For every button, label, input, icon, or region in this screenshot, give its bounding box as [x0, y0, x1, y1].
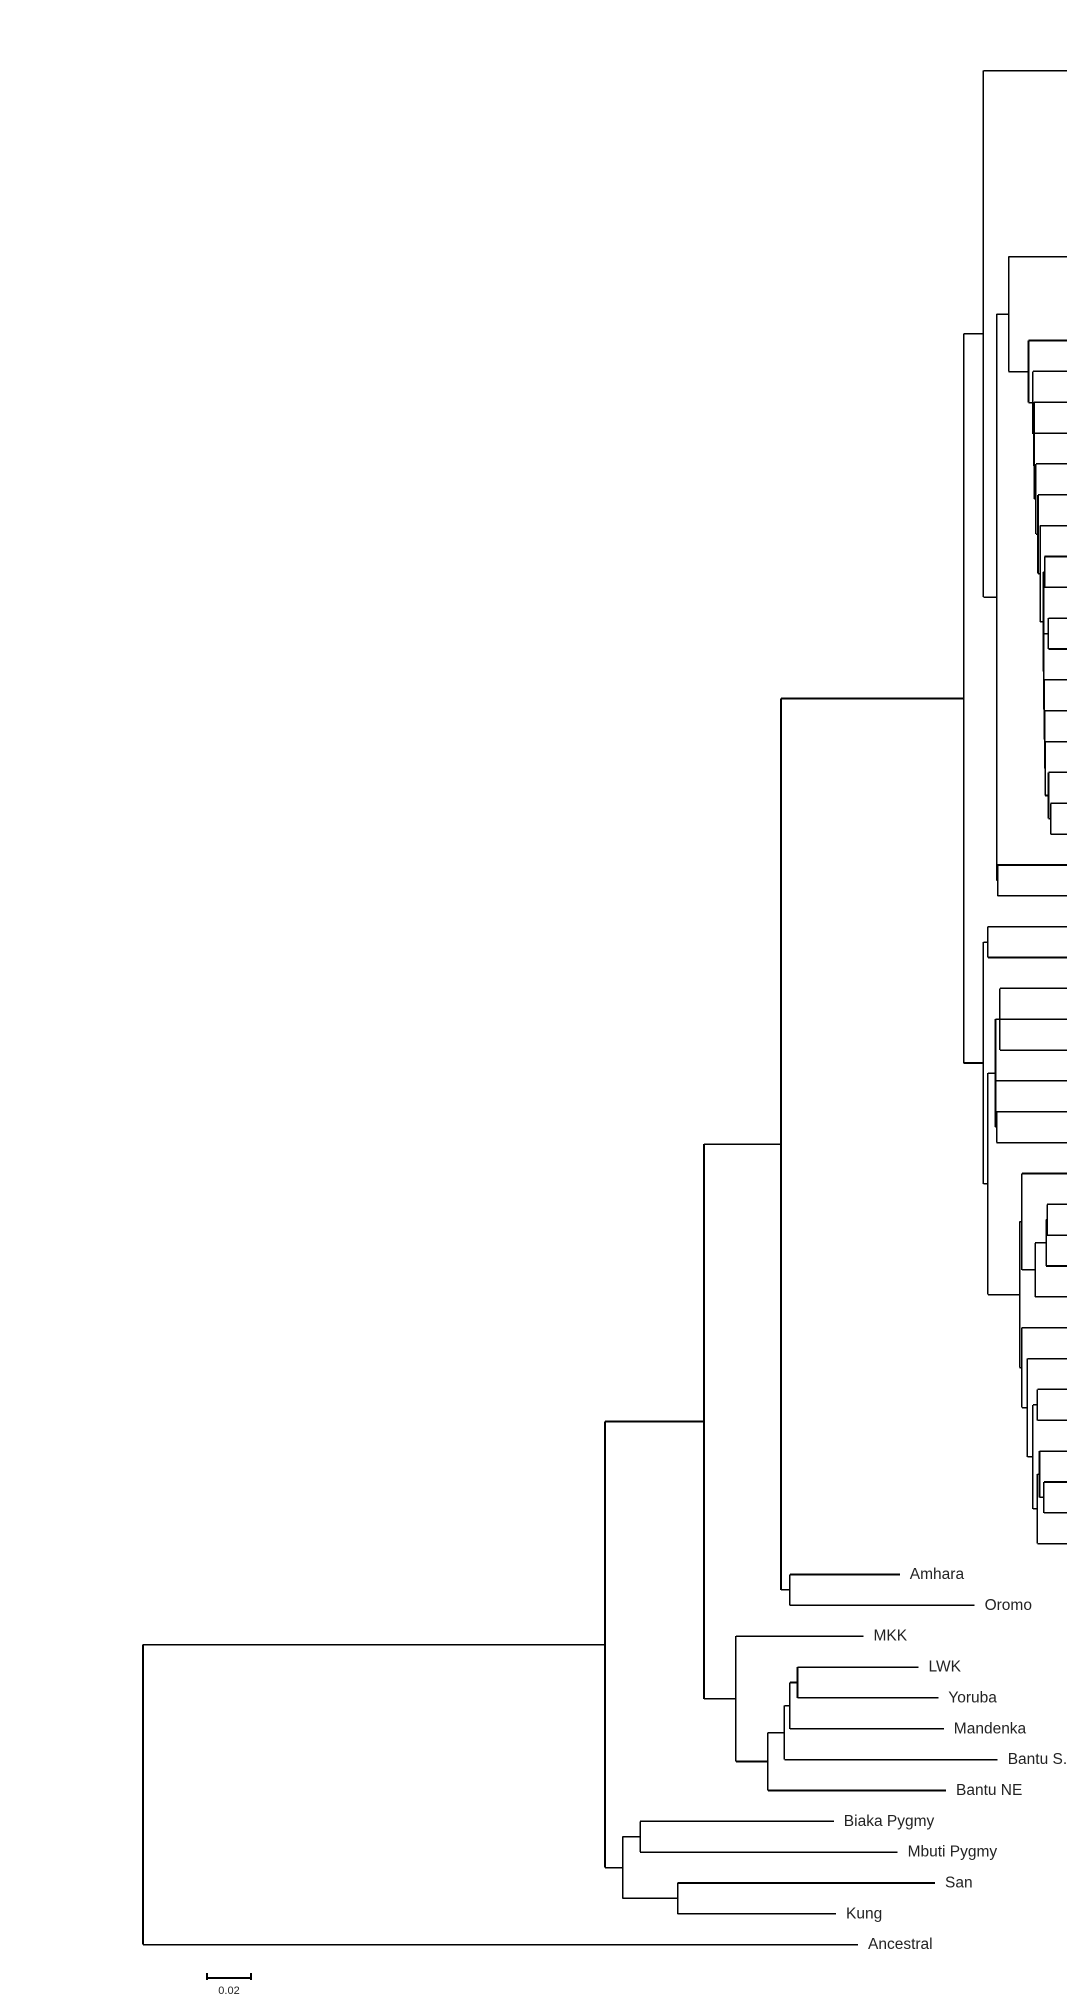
- leaf-label-mandenka: Mandenka: [954, 1720, 1027, 1737]
- leaf-labels: PapuanNAN MelanesianAustralianSuruiKarit…: [844, 1566, 1067, 1953]
- scale-bar-label: 0.02: [218, 1985, 239, 1997]
- leaf-label-biaka-pygmy: Biaka Pygmy: [844, 1813, 935, 1830]
- tree-branches: [142, 69, 1067, 1946]
- leaf-label-bantu-s: Bantu S.: [1008, 1751, 1067, 1768]
- leaf-label-mkk: MKK: [874, 1628, 908, 1645]
- leaf-label-mbuti-pygmy: Mbuti Pygmy: [908, 1844, 998, 1861]
- leaf-label-san: San: [945, 1875, 973, 1892]
- leaf-label-yoruba: Yoruba: [948, 1689, 997, 1706]
- leaf-label-bantu-ne: Bantu NE: [956, 1782, 1022, 1799]
- leaf-label-ancestral: Ancestral: [868, 1936, 933, 1953]
- leaf-label-lwk: LWK: [929, 1659, 962, 1676]
- leaf-label-amhara: Amhara: [910, 1566, 965, 1583]
- scale-bar: 0.02: [206, 1973, 252, 1997]
- leaf-label-kung: Kung: [846, 1905, 882, 1922]
- leaf-label-oromo: Oromo: [985, 1597, 1032, 1614]
